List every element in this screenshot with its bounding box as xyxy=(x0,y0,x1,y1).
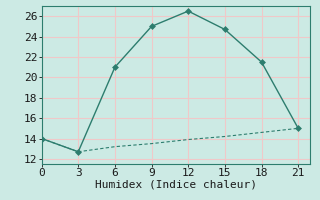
X-axis label: Humidex (Indice chaleur): Humidex (Indice chaleur) xyxy=(95,180,257,190)
